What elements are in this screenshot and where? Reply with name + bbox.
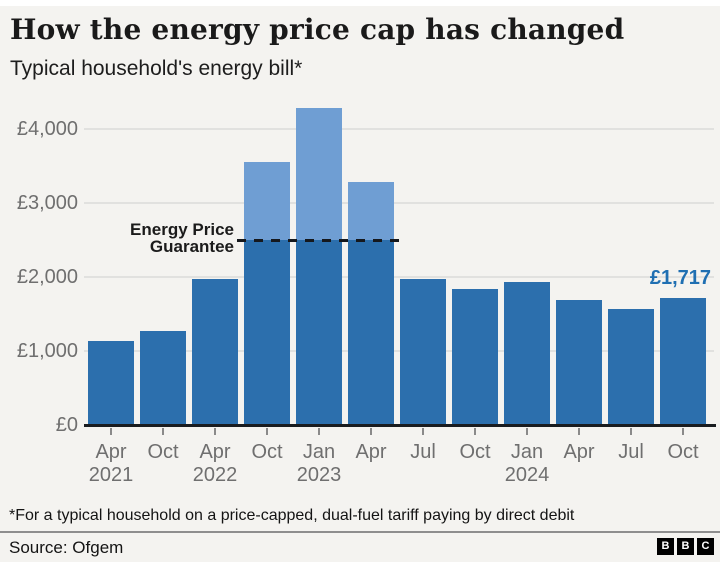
x-axis-month-label: Apr [355,441,387,463]
bar-jul-2023 [400,279,446,425]
bar-apr-2021 [88,341,134,425]
x-axis-tick [682,428,684,435]
footer-divider [0,531,720,533]
x-axis-month-label: Oct [667,441,699,463]
x-axis-line [84,424,716,427]
x-axis-tick [162,428,164,435]
x-axis-tick [266,428,268,435]
gridline-2000 [84,276,714,278]
x-axis-tick [630,428,632,435]
x-axis-month-label: Oct [147,441,179,463]
x-axis-month-label: Apr [563,441,595,463]
latest-value-label: £1,717 [649,267,711,289]
bar-oct-2021 [140,331,186,425]
x-axis-tick [578,428,580,435]
x-axis-month-label: Jul [618,441,644,463]
x-axis-month-label: Apr [199,441,231,463]
x-axis-year-label: 2023 [296,464,342,486]
x-axis-year-label: 2022 [192,464,238,486]
x-axis-month-label: Apr [95,441,127,463]
x-axis-month-label: Oct [251,441,283,463]
gridline-4000 [84,128,714,130]
x-axis-tick [422,428,424,435]
y-axis-tick-label: £4,000 [16,118,78,140]
bbc-logo-letter-2: B [677,538,694,555]
x-axis-year-label: 2024 [504,464,550,486]
page-title: How the energy price cap has changed [10,13,625,46]
x-axis-tick [110,428,112,435]
bar-apr-2022 [192,279,238,425]
bbc-logo: B B C [657,538,714,555]
source-credit: Source: Ofgem [9,538,124,557]
bar-segment-above-guarantee [296,108,342,240]
bbc-logo-letter-1: B [657,538,674,555]
top-margin [0,0,720,6]
y-axis-tick-label: £1,000 [16,340,78,362]
bar-apr-2024 [556,300,602,425]
y-axis-tick-label: £3,000 [16,192,78,214]
x-axis-tick [318,428,320,435]
bar-jan-2024 [504,282,550,425]
footnote: *For a typical household on a price-capp… [9,507,575,524]
energy-price-guarantee-label-line1: Energy Price [130,220,234,239]
x-axis-tick [370,428,372,435]
x-axis-tick [214,428,216,435]
gridline-3000 [84,202,714,204]
bar-jan-2023 [296,108,342,425]
energy-price-guarantee-dashed-line [237,239,405,242]
bar-oct-2024 [660,298,706,425]
bar-apr-2023 [348,182,394,425]
gridline-1000 [84,350,714,352]
bar-jul-2024 [608,309,654,425]
bar-oct-2022 [244,162,290,425]
bar-segment-above-guarantee [244,162,290,240]
bar-oct-2023 [452,289,498,425]
energy-price-guarantee-label: Energy Price Guarantee [60,221,234,255]
x-axis-month-label: Jul [410,441,436,463]
x-axis-month-label: Oct [459,441,491,463]
y-axis-tick-label: £0 [55,414,78,436]
x-axis-month-label: Jan [510,441,544,463]
energy-price-guarantee-label-line2: Guarantee [149,237,234,256]
x-axis-tick [526,428,528,435]
chart-subtitle: Typical household's energy bill* [10,57,303,80]
x-axis-month-label: Jan [302,441,336,463]
y-axis-tick-label: £2,000 [16,266,78,288]
x-axis-tick [474,428,476,435]
bar-segment-above-guarantee [348,182,394,240]
x-axis-year-label: 2021 [88,464,134,486]
bbc-logo-letter-3: C [697,538,714,555]
